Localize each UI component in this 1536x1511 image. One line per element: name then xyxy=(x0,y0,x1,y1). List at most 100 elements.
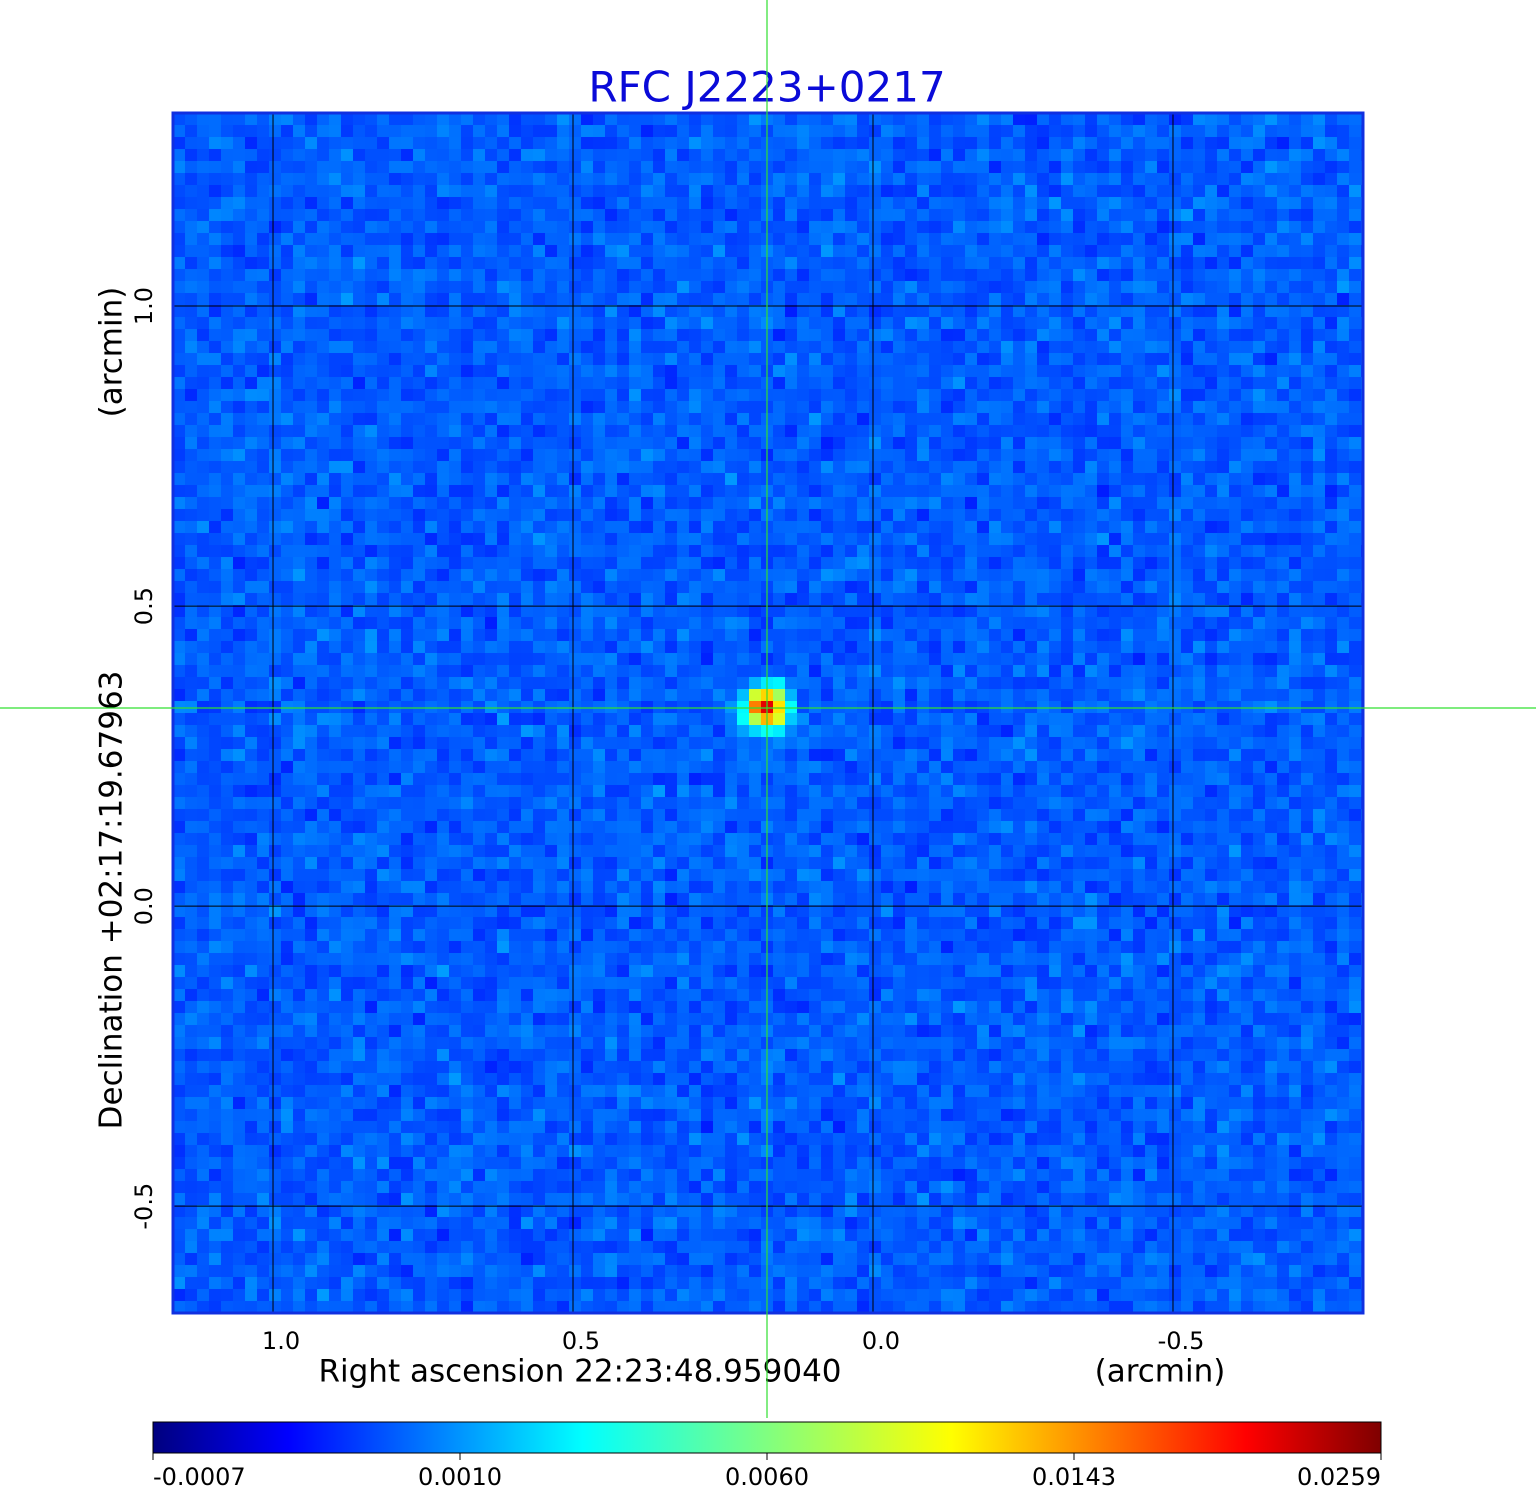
pixel xyxy=(1241,605,1253,617)
pixel xyxy=(1037,389,1049,401)
pixel xyxy=(869,389,881,401)
pixel xyxy=(1205,113,1217,125)
pixel xyxy=(437,293,449,305)
pixel xyxy=(269,413,281,425)
pixel xyxy=(365,257,377,269)
pixel xyxy=(1349,269,1361,281)
pixel xyxy=(293,149,305,161)
pixel xyxy=(1169,617,1181,629)
pixel xyxy=(233,293,245,305)
pixel xyxy=(221,617,233,629)
pixel xyxy=(329,377,341,389)
pixel xyxy=(221,245,233,257)
pixel xyxy=(209,329,221,341)
pixel xyxy=(173,497,185,509)
pixel xyxy=(749,449,761,461)
pixel xyxy=(917,257,929,269)
pixel xyxy=(401,485,413,497)
pixel xyxy=(677,365,689,377)
pixel xyxy=(1169,485,1181,497)
pixel xyxy=(857,545,869,557)
pixel xyxy=(281,137,293,149)
pixel xyxy=(389,425,401,437)
pixel xyxy=(941,461,953,473)
pixel xyxy=(1157,605,1169,617)
pixel xyxy=(401,569,413,581)
pixel xyxy=(833,413,845,425)
pixel xyxy=(473,221,485,233)
pixel xyxy=(1241,569,1253,581)
pixel xyxy=(269,593,281,605)
pixel xyxy=(1229,509,1241,521)
pixel xyxy=(1301,605,1313,617)
pixel xyxy=(1073,557,1085,569)
pixel xyxy=(953,413,965,425)
pixel xyxy=(1145,137,1157,149)
pixel xyxy=(425,293,437,305)
pixel xyxy=(1025,581,1037,593)
pixel xyxy=(209,665,221,677)
pixel xyxy=(1001,413,1013,425)
pixel xyxy=(1253,545,1265,557)
pixel xyxy=(1145,353,1157,365)
pixel xyxy=(1013,581,1025,593)
pixel xyxy=(485,221,497,233)
pixel xyxy=(221,305,233,317)
pixel xyxy=(437,233,449,245)
pixel xyxy=(629,521,641,533)
pixel xyxy=(1217,557,1229,569)
pixel xyxy=(533,161,545,173)
pixel xyxy=(281,257,293,269)
pixel xyxy=(509,485,521,497)
pixel xyxy=(629,281,641,293)
pixel xyxy=(905,329,917,341)
pixel xyxy=(869,497,881,509)
pixel xyxy=(1265,209,1277,221)
pixel xyxy=(185,521,197,533)
pixel xyxy=(605,413,617,425)
pixel xyxy=(1025,377,1037,389)
pixel xyxy=(737,209,749,221)
pixel xyxy=(545,149,557,161)
pixel xyxy=(1253,269,1265,281)
pixel xyxy=(905,521,917,533)
pixel xyxy=(377,485,389,497)
pixel xyxy=(617,137,629,149)
pixel xyxy=(1145,317,1157,329)
pixel xyxy=(821,425,833,437)
pixel xyxy=(1301,365,1313,377)
pixel xyxy=(809,341,821,353)
pixel xyxy=(593,461,605,473)
pixel xyxy=(1241,317,1253,329)
pixel xyxy=(617,425,629,437)
pixel xyxy=(509,269,521,281)
pixel xyxy=(1337,197,1349,209)
pixel xyxy=(641,593,653,605)
pixel xyxy=(425,113,437,125)
pixel xyxy=(521,593,533,605)
pixel xyxy=(269,401,281,413)
pixel xyxy=(1325,569,1337,581)
pixel xyxy=(1169,305,1181,317)
pixel xyxy=(329,461,341,473)
pixel xyxy=(989,413,1001,425)
pixel xyxy=(1337,545,1349,557)
pixel xyxy=(1097,161,1109,173)
pixel xyxy=(833,449,845,461)
pixel xyxy=(1325,353,1337,365)
pixel xyxy=(521,233,533,245)
pixel xyxy=(1085,521,1097,533)
pixel xyxy=(941,233,953,245)
pixel xyxy=(581,677,593,689)
pixel xyxy=(893,497,905,509)
pixel xyxy=(1169,653,1181,665)
pixel xyxy=(1193,605,1205,617)
pixel xyxy=(1277,197,1289,209)
pixel xyxy=(293,689,305,701)
pixel xyxy=(1229,149,1241,161)
pixel xyxy=(737,413,749,425)
pixel xyxy=(233,341,245,353)
pixel xyxy=(401,665,413,677)
pixel xyxy=(905,341,917,353)
pixel xyxy=(785,557,797,569)
